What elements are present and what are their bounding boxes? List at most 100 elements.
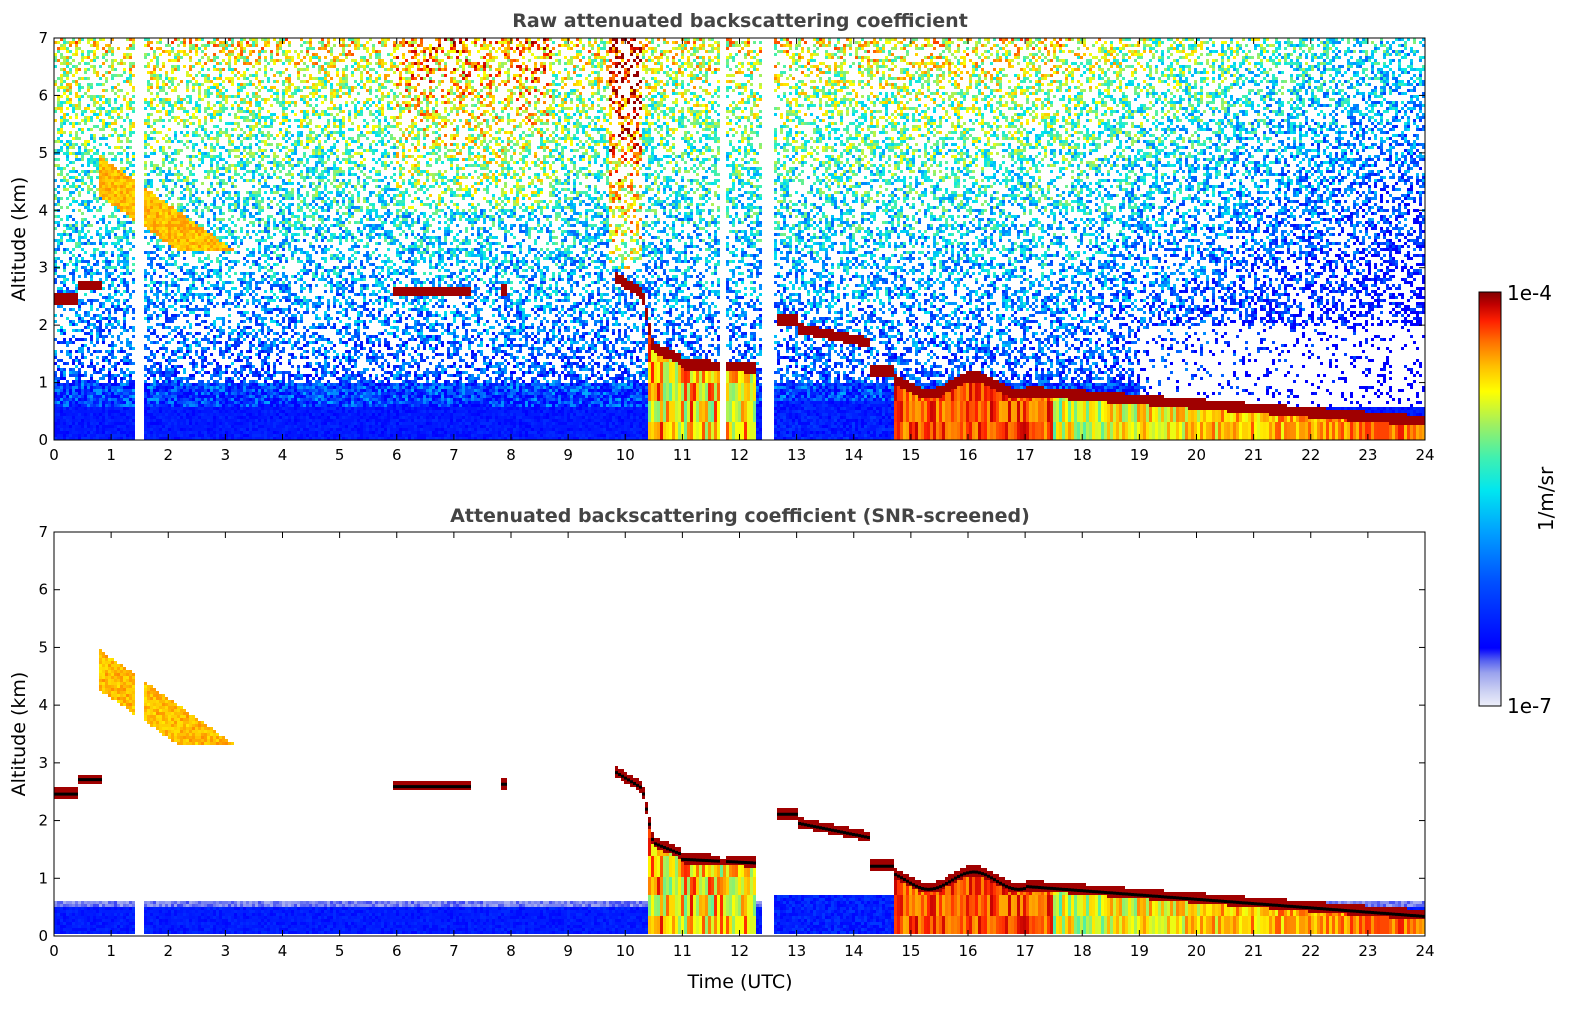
y-tick-label: 3 bbox=[38, 754, 48, 772]
x-tick-label: 9 bbox=[563, 446, 573, 464]
heatmap-color-band-0 bbox=[54, 766, 1425, 919]
panel-screened-ylabel: Altitude (km) bbox=[8, 672, 30, 797]
y-tick-label: 2 bbox=[38, 316, 48, 334]
y-tick-label: 1 bbox=[38, 869, 48, 887]
x-tick-label: 14 bbox=[844, 446, 863, 464]
heatmap-color-band-104 bbox=[1089, 916, 1092, 934]
heatmap-color-band-96 bbox=[1011, 892, 1023, 934]
x-tick-label: 21 bbox=[1244, 942, 1263, 960]
x-tick-label: 20 bbox=[1187, 942, 1206, 960]
y-tick-label: 7 bbox=[38, 523, 48, 541]
heatmap-color-band-84 bbox=[726, 895, 729, 916]
colorbar-unit-label: 1/m/sr bbox=[1534, 466, 1558, 531]
x-tick-label: 24 bbox=[1415, 446, 1434, 464]
x-tick-label: 10 bbox=[616, 942, 635, 960]
x-tick-label: 13 bbox=[787, 446, 806, 464]
heatmap-color-band-34 bbox=[99, 652, 1425, 934]
x-tick-label: 18 bbox=[1073, 446, 1092, 464]
heatmap-color-band-76 bbox=[690, 865, 1218, 934]
x-tick-label: 11 bbox=[673, 942, 692, 960]
raw-backscatter-heatmap bbox=[54, 38, 1425, 440]
heatmap-color-band-83 bbox=[720, 883, 1380, 934]
y-tick-label: 6 bbox=[38, 581, 48, 599]
y-tick-label: 7 bbox=[38, 29, 48, 47]
heatmap-color-band-20 bbox=[75, 901, 1383, 907]
heatmap-color-band-65 bbox=[669, 865, 1257, 934]
x-tick-label: 1 bbox=[106, 446, 116, 464]
heatmap-color-band-136 bbox=[957, 119, 960, 122]
heatmap-color-band-30 bbox=[54, 38, 1425, 356]
colorbar: 1e-4 1e-7 1/m/sr bbox=[1478, 281, 1558, 718]
x-tick-label: 8 bbox=[506, 942, 516, 960]
y-tick-label: 1 bbox=[38, 374, 48, 392]
heatmap-color-band-44 bbox=[219, 904, 222, 907]
y-tick-label: 5 bbox=[38, 144, 48, 162]
heatmap-color-band-89 bbox=[777, 895, 894, 934]
y-tick-label: 3 bbox=[38, 259, 48, 277]
x-tick-label: 15 bbox=[901, 446, 920, 464]
panel-screened-ticks: 0 1 2 3 4 5 6 7 8 9 10 11 12 13 14 15 16 17 18 19 20 21 22 23 24… bbox=[38, 523, 1434, 960]
x-tick-label: 24 bbox=[1415, 942, 1434, 960]
x-tick-label: 9 bbox=[563, 942, 573, 960]
x-tick-label: 12 bbox=[730, 446, 749, 464]
y-tick-label: 4 bbox=[38, 696, 48, 714]
heatmap-color-band-102 bbox=[1083, 916, 1086, 934]
x-tick-label: 18 bbox=[1073, 942, 1092, 960]
x-tick-label: 3 bbox=[221, 942, 231, 960]
heatmap-color-band-35 bbox=[99, 901, 1344, 907]
x-tick-label: 19 bbox=[1130, 446, 1149, 464]
panel-screened-title: Attenuated backscattering coefficient (S… bbox=[450, 505, 1030, 527]
x-tick-label: 21 bbox=[1244, 446, 1263, 464]
x-tick-label: 0 bbox=[49, 446, 59, 464]
colorbar-gradient bbox=[1478, 291, 1502, 707]
screened-backscatter-heatmap bbox=[54, 649, 1425, 934]
y-tick-label: 0 bbox=[38, 927, 48, 945]
colorbar-max-label: 1e-4 bbox=[1507, 281, 1552, 305]
heatmap-color-band-100 bbox=[1059, 895, 1062, 916]
heatmap-color-band-64 bbox=[669, 877, 672, 895]
heatmap-color-band-86 bbox=[735, 895, 738, 916]
heatmap-color-band-31 bbox=[99, 664, 1419, 934]
x-tick-label: 7 bbox=[449, 942, 459, 960]
x-tick-label: 5 bbox=[335, 942, 345, 960]
x-tick-label: 7 bbox=[449, 446, 459, 464]
panel-screened: Attenuated backscattering coefficient (S… bbox=[8, 505, 1435, 993]
y-tick-label: 2 bbox=[38, 812, 48, 830]
x-tick-label: 8 bbox=[506, 446, 516, 464]
x-tick-label: 16 bbox=[958, 446, 977, 464]
x-tick-label: 5 bbox=[335, 446, 345, 464]
panel-raw-ylabel: Altitude (km) bbox=[8, 177, 30, 302]
heatmap-color-band-33 bbox=[99, 673, 1305, 934]
heatmap-color-band-38 bbox=[102, 901, 1413, 907]
heatmap-color-band-74 bbox=[60, 38, 1350, 422]
x-tick-label: 6 bbox=[392, 942, 402, 960]
x-tick-label: 6 bbox=[392, 446, 402, 464]
panel-raw-ticks: 0 1 2 3 4 5 6 7 8 9 10 11 12 13 14 15 16 17 18 19 20 21 22 23 24… bbox=[38, 29, 1434, 464]
panel-raw-title: Raw attenuated backscattering coefficien… bbox=[512, 10, 968, 32]
heatmap-color-band-47 bbox=[57, 38, 1299, 440]
heatmap-color-band-97 bbox=[1014, 892, 1017, 895]
heatmap-color-band-40 bbox=[54, 149, 1425, 440]
x-tick-label: 19 bbox=[1130, 942, 1149, 960]
x-tick-label: 16 bbox=[958, 942, 977, 960]
x-tick-label: 22 bbox=[1301, 942, 1320, 960]
x-tick-label: 2 bbox=[163, 446, 173, 464]
heatmap-color-band-88 bbox=[774, 895, 894, 934]
panel-screened-xlabel: Time (UTC) bbox=[686, 971, 792, 993]
heatmap-color-band-41 bbox=[111, 901, 636, 907]
heatmap-color-band-6 bbox=[54, 895, 894, 934]
x-tick-label: 4 bbox=[278, 446, 288, 464]
x-tick-label: 3 bbox=[221, 446, 231, 464]
heatmap-color-band-11 bbox=[57, 895, 894, 934]
x-tick-label: 23 bbox=[1358, 446, 1377, 464]
x-tick-label: 4 bbox=[278, 942, 288, 960]
x-tick-label: 17 bbox=[1016, 942, 1035, 960]
x-tick-label: 11 bbox=[673, 446, 692, 464]
y-tick-label: 5 bbox=[38, 638, 48, 656]
heatmap-color-band-92 bbox=[921, 892, 1392, 934]
x-tick-label: 13 bbox=[787, 942, 806, 960]
heatmap-color-band-128 bbox=[423, 50, 1053, 440]
x-tick-label: 23 bbox=[1358, 942, 1377, 960]
y-tick-label: 6 bbox=[38, 86, 48, 104]
